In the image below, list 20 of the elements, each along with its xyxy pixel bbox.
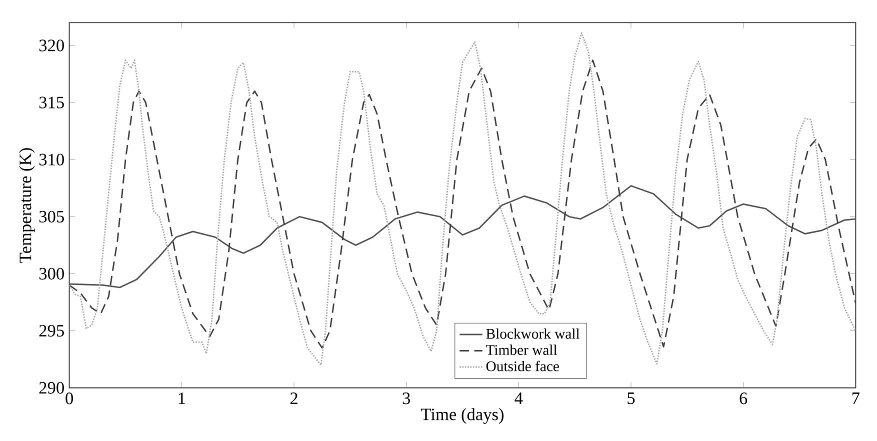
y-tick-label: 320 [39, 40, 64, 52]
legend-label: Blockwork wall [486, 328, 580, 339]
y-tick-label: 295 [39, 324, 64, 337]
y-axis-title: Temperature (K) [19, 148, 35, 263]
legend-label: Outside face [486, 360, 559, 372]
y-tick-label: 305 [39, 210, 64, 222]
x-tick-label: 3 [402, 392, 410, 404]
x-tick-label: 2 [290, 392, 298, 404]
y-tick-label: 300 [39, 268, 64, 280]
x-tick-label: 4 [514, 392, 523, 404]
y-tick-label: 310 [39, 154, 64, 166]
x-tick-label: 1 [178, 392, 185, 404]
x-tick-label: 5 [628, 392, 635, 404]
x-tick-label: 0 [66, 392, 73, 404]
legend-label: Timber wall [486, 344, 558, 355]
x-axis-title: Time (days) [421, 408, 504, 424]
x-tick-label: 7 [852, 392, 860, 404]
x-tick-label: 6 [740, 392, 748, 404]
y-tick-label: 315 [39, 96, 64, 108]
y-tick-label: 290 [39, 382, 64, 394]
